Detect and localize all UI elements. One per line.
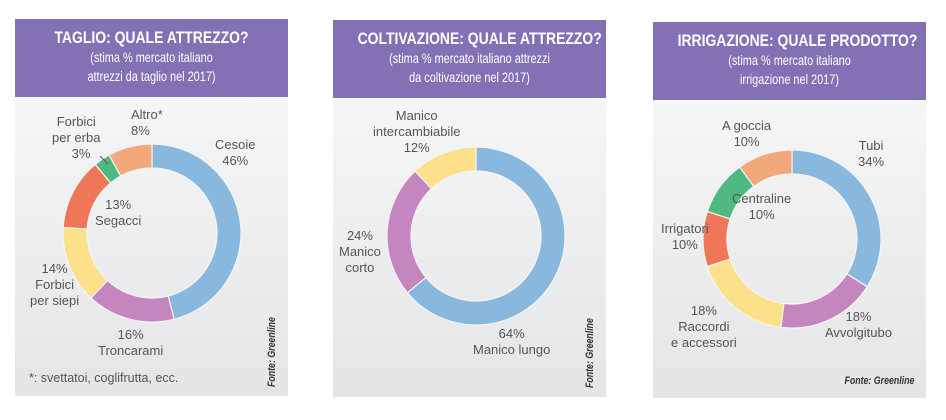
donut-slice-troncarami [90,279,175,323]
chart-subtitle-line-2: attrezzi da taglio nel 2017) [87,68,216,84]
source-label: Fonte: Greenline [844,375,914,387]
slice-label-manico-lungo: 64% Manico lungo [473,326,550,358]
panel-coltivazione: COLTIVAZIONE: QUALE ATTREZZO? (stima % m… [333,20,606,397]
slice-name: Avvolgitubo [825,325,892,340]
slice-value: 64% [498,326,525,341]
chart-subtitle-line-2: da coltivazione nel 2017) [409,69,530,85]
slice-label-segacci: 13% Segacci [95,197,141,229]
slice-label-manico-corto: 24% Manico corto [339,228,381,276]
donut-slice-altro [108,143,153,177]
slice-name-2: e accessori [671,335,737,350]
slice-value: 8% [131,123,150,138]
slice-name-2: corto [345,260,375,275]
slice-name: Tubi [858,138,884,153]
slice-name: Centraline [732,191,792,206]
slice-label-forbici-erba: Forbici per erba 3% [52,114,100,162]
slice-value: 46% [222,153,249,168]
donut-chart-taglio [62,143,242,323]
donut-chart-coltivazione [386,146,566,326]
slice-label-raccordi: 18% Raccordi e accessori [671,303,737,351]
slice-name: Manico lungo [473,342,551,357]
slice-value: 3% [71,146,91,161]
panel-taglio: TAGLIO: QUALE ATTREZZO? (stima % mercato… [15,19,288,396]
chart-title: COLTIVAZIONE: QUALE ATTREZZO? [357,29,602,48]
slice-name-2: intercambiabile [373,124,461,139]
donut-slice-manico-intercambiabile [414,146,477,190]
chart-subtitle-line-1: (stima % mercato italiano [90,49,213,65]
slice-value: 16% [117,327,144,342]
slice-name: Raccordi [678,319,730,334]
panel-header: TAGLIO: QUALE ATTREZZO? (stima % mercato… [15,19,288,97]
donut-slice-manico-lungo [406,146,566,326]
source-label: Fonte: Greenline [266,317,278,387]
slice-value: 24% [346,228,373,243]
slice-value: 10% [733,134,760,149]
slice-value: 18% [690,303,717,318]
slice-value: 13% [105,197,132,212]
panel-header: IRRIGAZIONE: QUALE PRODOTTO? (stima % me… [653,22,926,100]
slice-label-cesoie: Cesoie 46% [215,137,255,169]
slice-label-manico-intercambiabile: Manico intercambiabile 12% [373,108,460,156]
slice-value: 12% [403,140,430,155]
chart-subtitle-line-1: (stima % mercato italiano attrezzi [389,50,550,66]
slice-label-forbici-siepi: 14% Forbici per siepi [30,261,79,309]
chart-title: IRRIGAZIONE: QUALE PRODOTTO? [677,31,918,50]
donut-slice-tubi [791,149,882,288]
slice-value: 18% [845,309,872,324]
slice-label-irrigatori: Irrigatori 10% [661,221,709,253]
chart-subtitle-line-2: irrigazione nel 2017) [740,71,839,87]
slice-name: Manico [339,244,381,259]
slice-value: 10% [671,237,698,252]
slice-name: A goccia [722,118,772,133]
slice-value: 10% [748,207,775,222]
slice-value: 14% [41,261,68,276]
slice-value: 34% [858,154,885,169]
donut-slice-cesoie [151,143,242,320]
slice-label-a-goccia: A goccia 10% [722,118,771,150]
source-label: Fonte: Greenline [584,318,596,388]
donut-chart-irrigazione [702,149,882,329]
slice-label-altro: Altro* 8% [131,107,163,139]
panel-irrigazione: IRRIGAZIONE: QUALE PRODOTTO? (stima % me… [653,22,926,398]
slice-name-2: per erba [52,130,101,145]
slice-label-avvolgitubo: 18% Avvolgitubo [825,309,892,341]
chart-subtitle-line-1: (stima % mercato italiano [728,52,851,68]
slice-label-tubi: Tubi 34% [858,138,884,170]
donut-slice-manico-corto [386,170,433,294]
slice-name-2: per siepi [30,293,80,308]
slice-name: Irrigatori [661,221,709,236]
slice-name: Segacci [95,213,142,228]
footnote: *: svettatoi, coglifrutta, ecc. [29,371,179,385]
chart-title: TAGLIO: QUALE ATTREZZO? [54,28,249,47]
slice-label-centraline: Centraline 10% [732,191,791,223]
donut-slice-a-goccia [738,149,793,188]
slice-name: Manico [395,108,438,123]
slice-name: Forbici [35,277,75,292]
slice-name: Altro* [131,107,163,122]
slice-name: Troncarami [98,343,164,358]
panel-header: COLTIVAZIONE: QUALE ATTREZZO? (stima % m… [333,20,606,98]
slice-name: Cesoie [215,137,256,152]
slice-name: Forbici [56,114,96,129]
slice-label-troncarami: 16% Troncarami [98,327,163,359]
